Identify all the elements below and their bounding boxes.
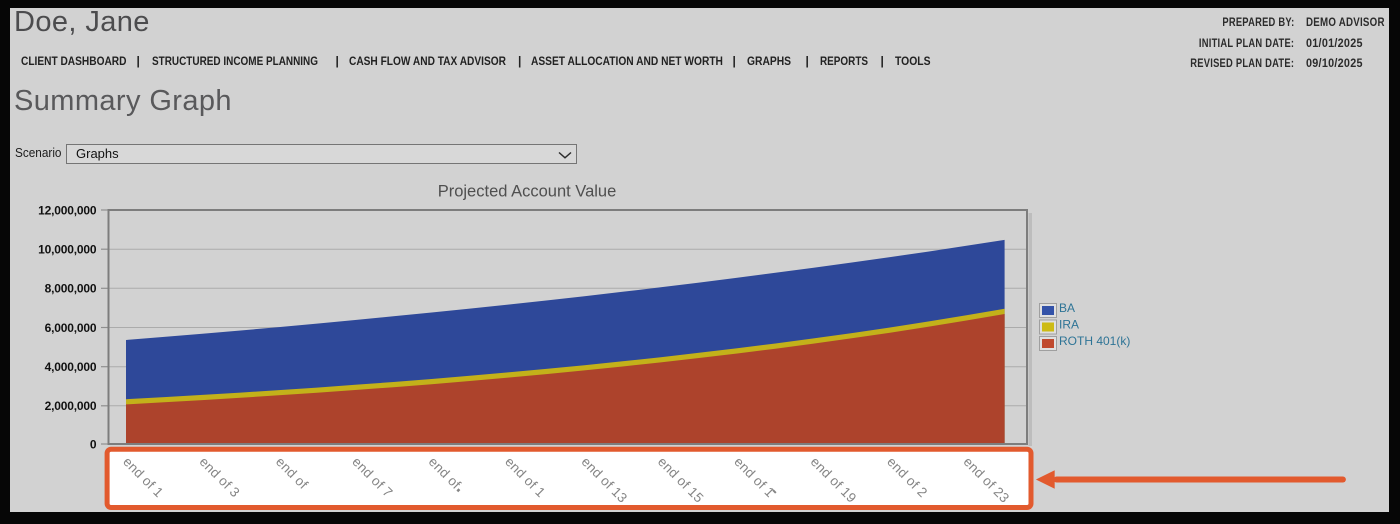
svg-text:8,000,000: 8,000,000 <box>45 282 97 296</box>
svg-text:Projected Account Value: Projected Account Value <box>438 183 617 201</box>
svg-text:12,000,000: 12,000,000 <box>38 203 97 217</box>
svg-text:IRA: IRA <box>1059 318 1079 332</box>
svg-text:BA: BA <box>1059 301 1075 315</box>
svg-text:4,000,000: 4,000,000 <box>45 360 97 374</box>
svg-text:ROTH 401(k): ROTH 401(k) <box>1059 334 1130 348</box>
svg-text:10,000,000: 10,000,000 <box>38 243 97 257</box>
svg-text:0: 0 <box>90 437 97 451</box>
svg-text:6,000,000: 6,000,000 <box>45 321 97 335</box>
svg-text:2,000,000: 2,000,000 <box>45 399 97 413</box>
